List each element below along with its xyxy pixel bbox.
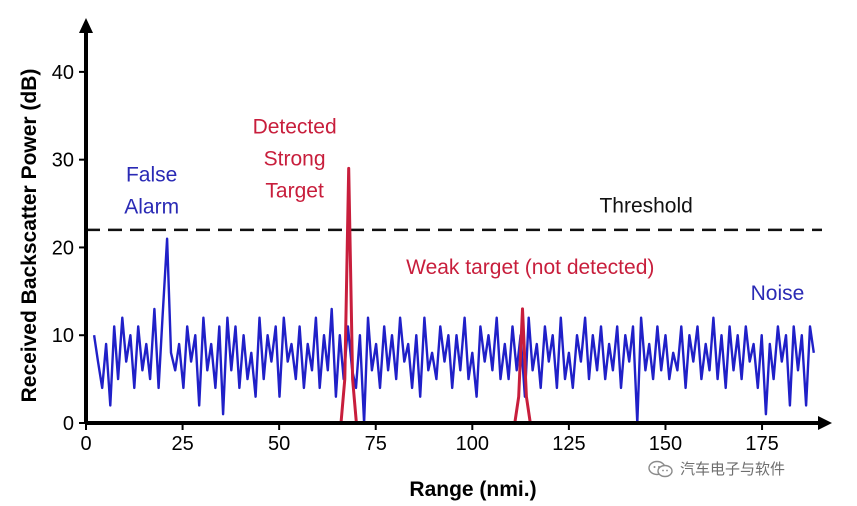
annotation-line: Threshold	[599, 194, 692, 217]
annotation-line: Detected	[253, 115, 337, 138]
y-axis-arrow	[79, 18, 93, 33]
annotations-layer: False Alarm Detected Strong Target Threshold W…	[124, 115, 804, 305]
annotation-line: Noise	[751, 282, 805, 305]
x-tick-label: 175	[745, 433, 778, 455]
annotation: Threshold	[599, 194, 692, 217]
y-axis-title: Received Backscatter Power (dB)	[18, 69, 41, 403]
x-tick-label: 100	[456, 433, 489, 455]
y-tick-label: 10	[52, 325, 74, 347]
annotation: Weak target (not detected)	[406, 256, 654, 279]
annotation-line: Target	[265, 179, 324, 202]
x-tick-label: 25	[171, 433, 193, 455]
x-tick-label: 150	[649, 433, 682, 455]
x-axis-title: Range (nmi.)	[409, 478, 536, 501]
watermark: 汽车电子与软件	[648, 458, 785, 479]
y-tick-label: 40	[52, 62, 74, 84]
target-series-line	[339, 166, 358, 424]
annotation-line: Alarm	[124, 196, 179, 219]
x-tick-label: 50	[268, 433, 290, 455]
x-axis-arrow	[818, 416, 832, 430]
annotation: Detected Strong Target	[253, 115, 337, 202]
annotation-line: Strong	[264, 147, 326, 170]
x-tick-label: 125	[552, 433, 585, 455]
ticks-layer: 0 25 50 75 100 125 150 175 0 10 20 30 40	[52, 62, 779, 455]
target-series-line	[513, 307, 532, 424]
series-layer	[92, 166, 815, 425]
noise-series-line	[92, 237, 815, 425]
x-tick-label: 0	[80, 433, 91, 455]
y-tick-label: 0	[63, 413, 74, 435]
x-tick-label: 75	[365, 433, 387, 455]
annotation-line: False	[126, 164, 177, 187]
y-tick-label: 30	[52, 150, 74, 172]
annotation: False Alarm	[124, 164, 179, 219]
y-tick-label: 20	[52, 237, 74, 259]
annotation-line: Weak target (not detected)	[406, 256, 654, 279]
watermark-text: 汽车电子与软件	[680, 460, 786, 478]
annotation: Noise	[751, 282, 805, 305]
wechat-icon	[648, 460, 673, 477]
